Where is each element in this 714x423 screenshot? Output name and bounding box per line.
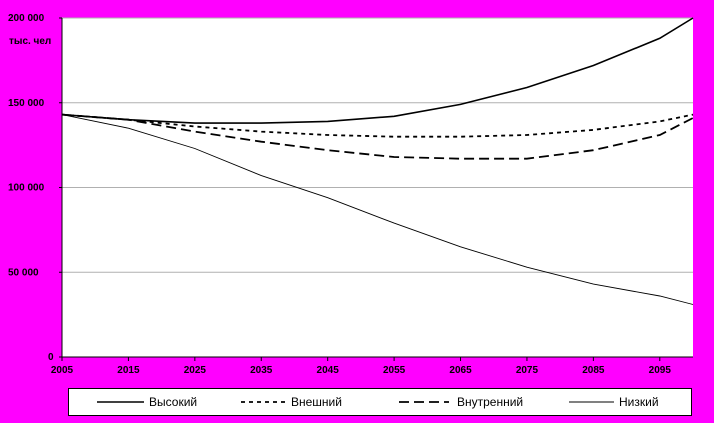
y-tick-label: 200 000 — [8, 13, 45, 24]
y-axis-label: тыс. чел — [9, 36, 51, 47]
legend-label: Внешний — [291, 395, 342, 409]
series-line — [61, 17, 694, 124]
x-tick-labels: 2005 2015 2025 2035 2045 2055 2065 2075 2085 2095 — [51, 365, 671, 376]
x-tick-label: 2045 — [317, 365, 340, 376]
y-tick-label: 0 — [48, 352, 54, 363]
legend-entries: Высокий Внешний Внутренний Низкий — [97, 395, 659, 409]
legend: Высокий Внешний Внутренний Низкий — [68, 388, 692, 416]
x-tick-label: 2015 — [117, 365, 140, 376]
legend-label: Внутренний — [457, 395, 523, 409]
y-tick-label: 100 000 — [8, 183, 45, 194]
series-line — [61, 113, 694, 138]
x-tick-label: 2095 — [649, 365, 672, 376]
y-tick-labels: 0 50 000 100 000 150 000 200 000 — [8, 13, 54, 363]
y-tick-label: 50 000 — [8, 267, 39, 278]
series-line — [61, 114, 694, 305]
y-tick-label: 150 000 — [8, 98, 45, 109]
x-tick-label: 2035 — [250, 365, 273, 376]
x-tick-label: 2055 — [383, 365, 406, 376]
x-tick-marks — [61, 357, 661, 361]
legend-label: Высокий — [149, 395, 197, 409]
legend-label: Низкий — [619, 395, 659, 409]
x-tick-label: 2025 — [184, 365, 207, 376]
grid-lines — [59, 17, 693, 358]
x-tick-label: 2065 — [449, 365, 472, 376]
series-lines — [61, 17, 694, 305]
x-tick-label: 2085 — [582, 365, 605, 376]
x-tick-label: 2075 — [516, 365, 539, 376]
x-tick-label: 2005 — [51, 365, 74, 376]
series-line — [61, 113, 694, 160]
